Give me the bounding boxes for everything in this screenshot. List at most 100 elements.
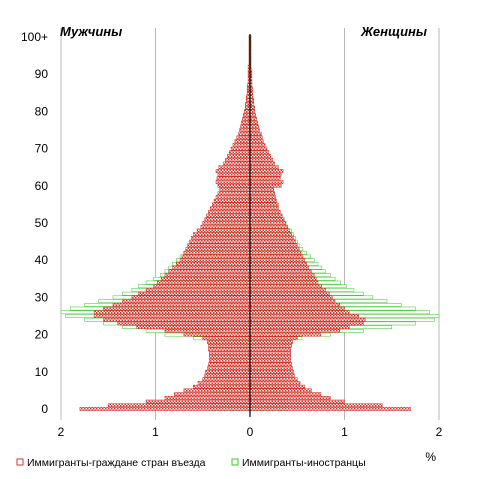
citizens-bar-female-age-11 — [249, 366, 293, 370]
citizens-bar-female-age-78 — [249, 117, 257, 121]
citizens-bar-female-age-16 — [249, 347, 291, 352]
y-axis-tick-labels: 0 10 20 30 40 50 60 70 80 90 100+ — [21, 30, 48, 416]
citizens-bar-female-age-9 — [249, 373, 295, 378]
citizens-bar-male-age-68 — [227, 154, 251, 158]
y-tick-label: 70 — [35, 142, 49, 156]
citizens-bar-female-age-1 — [249, 403, 383, 408]
citizens-bar-male-age-8 — [202, 377, 251, 382]
citizens-bar-female-age-40 — [249, 258, 306, 263]
citizens-bar-male-age-61 — [215, 180, 251, 184]
citizens-bar-male-age-27 — [103, 306, 251, 311]
citizens-bar-male-age-75 — [239, 128, 251, 132]
citizens-bar-female-age-39 — [249, 262, 307, 266]
citizens-bar-female-age-35 — [249, 276, 317, 281]
citizens-bar-female-age-19 — [249, 336, 298, 341]
citizens-bar-male-age-56 — [213, 198, 251, 203]
citizens-bar-male-age-29 — [122, 299, 251, 303]
citizens-bar-female-age-57 — [249, 195, 276, 199]
legend-label-foreigners: Иммигранты-иностранцы — [242, 457, 366, 469]
citizens-bar-male-age-11 — [207, 366, 251, 370]
citizens-bar-male-age-33 — [153, 284, 251, 289]
legend-swatch-foreigners — [231, 458, 239, 466]
citizens-bar-female-age-79 — [249, 113, 256, 117]
citizens-bar-male-age-3 — [164, 396, 251, 400]
citizens-bar-female-age-65 — [249, 165, 279, 170]
citizens-bar-male-age-35 — [160, 276, 251, 281]
citizens-bar-female-age-13 — [249, 358, 291, 363]
citizens-bar-female-age-59 — [249, 187, 274, 192]
citizens-bar-male-age-57 — [215, 195, 251, 199]
citizens-bar-female-age-8 — [249, 377, 298, 382]
citizens-bar-male-age-53 — [208, 210, 251, 214]
citizens-bar-male-age-79 — [243, 113, 251, 117]
citizens-bar-female-age-47 — [249, 232, 292, 236]
legend-label-citizens: Иммигранты-граждане стран въезда — [27, 457, 206, 469]
citizens-bar-male-age-18 — [207, 340, 251, 344]
citizens-bar-male-age-30 — [131, 295, 251, 300]
citizens-bar-female-age-2 — [249, 399, 345, 404]
citizens-bar-male-age-24 — [103, 317, 251, 322]
citizens-bar-female-age-49 — [249, 224, 289, 229]
citizens-bar-male-age-12 — [208, 362, 251, 367]
citizens-bar-male-age-17 — [208, 343, 251, 348]
citizens-bar-female-age-66 — [249, 161, 275, 166]
citizens-bar-male-age-82 — [245, 102, 251, 106]
citizens-bar-male-age-55 — [211, 202, 251, 207]
citizens-bar-female-age-4 — [249, 392, 322, 396]
citizens-bar-male-age-60 — [217, 183, 251, 188]
citizens-bar-female-age-64 — [249, 169, 284, 173]
citizens-bar-male-age-43 — [185, 247, 251, 251]
citizens-bar-female-age-50 — [249, 221, 287, 225]
series-citizens-bars — [79, 35, 411, 411]
citizens-bar-female-age-72 — [249, 139, 264, 143]
citizens-bar-female-age-62 — [249, 176, 281, 181]
citizens-bar-female-age-45 — [249, 239, 296, 244]
citizens-bar-female-age-43 — [249, 247, 300, 251]
citizens-bar-male-age-80 — [244, 109, 251, 114]
citizens-bar-female-age-44 — [249, 243, 298, 248]
citizens-bar-male-age-9 — [204, 373, 251, 378]
citizens-bar-female-age-17 — [249, 343, 292, 348]
legend: Иммигранты-граждане стран въезда Иммигра… — [16, 457, 366, 469]
y-tick-label: 40 — [35, 253, 49, 267]
citizens-bar-male-age-59 — [219, 187, 251, 192]
citizens-bar-female-age-58 — [249, 191, 275, 196]
citizens-bar-male-age-5 — [183, 388, 251, 393]
citizens-bar-female-age-61 — [249, 180, 284, 184]
citizens-bar-female-age-34 — [249, 280, 319, 285]
y-tick-label: 30 — [35, 290, 49, 304]
citizens-bar-female-age-76 — [249, 124, 259, 129]
citizens-bar-male-age-13 — [209, 358, 251, 363]
citizens-bar-male-age-73 — [236, 135, 251, 140]
citizens-bar-male-age-39 — [176, 262, 251, 266]
citizens-bar-male-age-58 — [217, 191, 251, 196]
citizens-bar-female-age-24 — [249, 317, 366, 322]
citizens-bar-female-age-73 — [249, 135, 263, 140]
citizens-bar-female-age-14 — [249, 355, 291, 359]
citizens-bar-male-age-23 — [117, 321, 251, 326]
citizens-bar-male-age-45 — [189, 239, 251, 244]
x-tick-label: 1 — [341, 425, 348, 439]
citizens-bar-female-age-48 — [249, 228, 290, 233]
x-tick-label: 1 — [152, 425, 159, 439]
citizens-bar-male-age-36 — [164, 273, 251, 277]
citizens-bar-male-age-2 — [145, 399, 251, 404]
citizens-bar-male-age-6 — [193, 384, 251, 389]
y-tick-label: 0 — [41, 402, 48, 416]
citizens-bar-female-age-56 — [249, 198, 277, 203]
citizens-bar-female-age-63 — [249, 172, 282, 177]
x-tick-label: 2 — [58, 425, 65, 439]
citizens-bar-female-age-23 — [249, 321, 364, 326]
citizens-bar-male-age-63 — [217, 172, 251, 177]
citizens-bar-male-age-10 — [205, 369, 251, 374]
citizens-bar-male-age-20 — [183, 332, 251, 337]
citizens-bar-male-age-4 — [174, 392, 251, 396]
citizens-bar-male-age-67 — [225, 157, 251, 162]
citizens-bar-male-age-28 — [112, 303, 251, 307]
citizens-bar-female-age-55 — [249, 202, 279, 207]
citizens-bar-male-age-46 — [191, 236, 251, 240]
citizens-bar-male-age-49 — [200, 224, 251, 229]
y-tick-label: 20 — [35, 328, 49, 342]
citizens-bar-female-age-71 — [249, 143, 266, 147]
citizens-bar-male-age-38 — [172, 265, 251, 270]
